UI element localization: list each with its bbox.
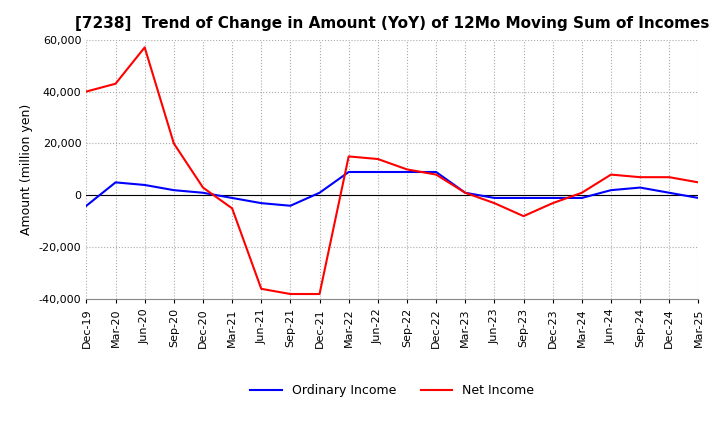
- Ordinary Income: [140, 182, 149, 187]
- Ordinary Income: [199, 190, 207, 195]
- Ordinary Income: [694, 195, 703, 201]
- Ordinary Income: [111, 180, 120, 185]
- Net Income: [665, 175, 674, 180]
- Net Income: [315, 291, 324, 297]
- Net Income: [82, 89, 91, 94]
- Ordinary Income: [490, 195, 499, 201]
- Title: [7238]  Trend of Change in Amount (YoY) of 12Mo Moving Sum of Incomes: [7238] Trend of Change in Amount (YoY) o…: [75, 16, 710, 32]
- Legend: Ordinary Income, Net Income: Ordinary Income, Net Income: [246, 379, 539, 402]
- Line: Net Income: Net Income: [86, 48, 698, 294]
- Net Income: [461, 190, 469, 195]
- Line: Ordinary Income: Ordinary Income: [86, 172, 698, 206]
- Net Income: [199, 185, 207, 190]
- Ordinary Income: [315, 190, 324, 195]
- Net Income: [636, 175, 644, 180]
- Net Income: [257, 286, 266, 291]
- Net Income: [344, 154, 353, 159]
- Ordinary Income: [577, 195, 586, 201]
- Ordinary Income: [432, 169, 441, 175]
- Net Income: [286, 291, 294, 297]
- Ordinary Income: [286, 203, 294, 209]
- Net Income: [607, 172, 616, 177]
- Net Income: [490, 201, 499, 206]
- Ordinary Income: [402, 169, 411, 175]
- Ordinary Income: [665, 190, 674, 195]
- Ordinary Income: [374, 169, 382, 175]
- Net Income: [374, 156, 382, 161]
- Net Income: [228, 205, 236, 211]
- Net Income: [111, 81, 120, 86]
- Ordinary Income: [257, 201, 266, 206]
- Net Income: [549, 201, 557, 206]
- Net Income: [577, 190, 586, 195]
- Ordinary Income: [461, 190, 469, 195]
- Ordinary Income: [549, 195, 557, 201]
- Ordinary Income: [636, 185, 644, 190]
- Ordinary Income: [607, 187, 616, 193]
- Ordinary Income: [519, 195, 528, 201]
- Ordinary Income: [169, 187, 178, 193]
- Ordinary Income: [82, 203, 91, 209]
- Net Income: [432, 172, 441, 177]
- Net Income: [169, 141, 178, 146]
- Ordinary Income: [344, 169, 353, 175]
- Net Income: [519, 213, 528, 219]
- Net Income: [694, 180, 703, 185]
- Net Income: [140, 45, 149, 50]
- Net Income: [402, 167, 411, 172]
- Ordinary Income: [228, 195, 236, 201]
- Y-axis label: Amount (million yen): Amount (million yen): [20, 104, 33, 235]
